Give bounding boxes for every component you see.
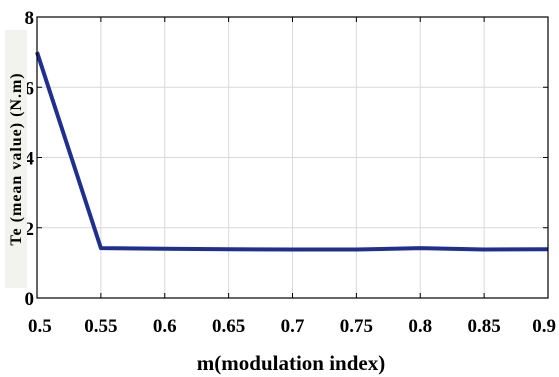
y-tick-label: 4 — [25, 149, 35, 170]
y-tick-labels: 0 2 4 6 8 — [25, 8, 35, 310]
y-tick-label: 8 — [25, 8, 35, 29]
y-tick-label: 2 — [25, 219, 35, 240]
x-tick-label: 0.85 — [468, 316, 501, 337]
x-tick-label: 0.5 — [28, 316, 52, 337]
x-tick-labels: 0.5 0.55 0.6 0.65 0.7 0.75 0.8 0.85 0.9 — [28, 316, 556, 337]
plot-frame — [36, 16, 549, 299]
y-tick-label: 0 — [25, 289, 35, 310]
y-axis-label: Te (mean value) (N.m) — [8, 72, 25, 245]
y-axis-label-box — [5, 30, 27, 288]
x-tick-label: 0.65 — [212, 316, 245, 337]
x-tick-label: 0.8 — [408, 316, 432, 337]
x-tick-label: 0.6 — [153, 316, 177, 337]
x-tick-label: 0.55 — [84, 316, 117, 337]
y-tick-label: 6 — [25, 78, 35, 99]
x-tick-label: 0.75 — [340, 316, 373, 337]
x-tick-label: 0.7 — [281, 316, 305, 337]
x-axis-label: m(modulation index) — [197, 351, 385, 375]
x-tick-label: 0.9 — [532, 316, 556, 337]
